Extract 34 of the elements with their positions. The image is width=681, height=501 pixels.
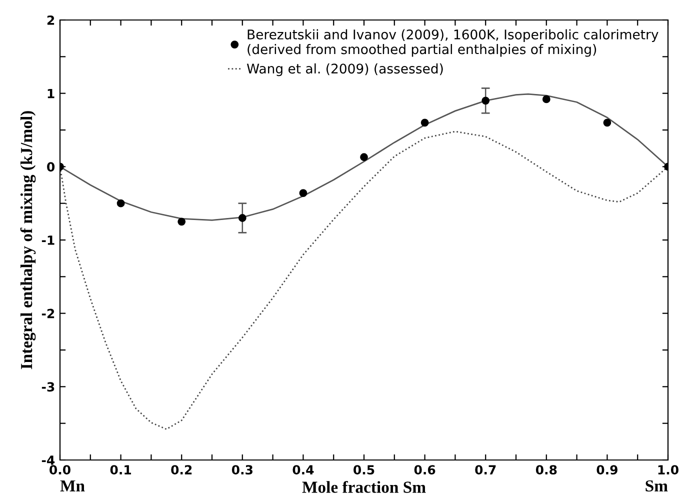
x-tick-label: 0.1 [110, 465, 132, 475]
x-tick-label: 0.6 [414, 465, 436, 475]
point [482, 96, 490, 105]
text: Sm [646, 480, 668, 492]
y-axis-title: Integral enthalpy of mixing (kJ/mol) [20, 111, 36, 370]
text: Mn [60, 480, 85, 492]
point [116, 199, 125, 208]
x-tick-label: 0.2 [171, 465, 192, 475]
y-tick-label: 2 [47, 15, 54, 25]
x-tick-label: 0.0 [50, 465, 70, 475]
y-tick-label: 0 [47, 162, 55, 172]
x-tick-label: 0.4 [292, 465, 314, 475]
point [238, 214, 246, 222]
x-axis-title: Mole fraction Sm [302, 480, 426, 493]
point [178, 218, 186, 226]
y-tick-label: -3 [42, 382, 54, 392]
legend-label: Berezutskii and Ivanov (2009), 1600K, Isoperibolic calorimetry (derived from smoothed partial enthalpies of mixing) [248, 29, 658, 57]
x-tick-label: 0.9 [596, 465, 618, 475]
point [360, 153, 368, 162]
legend-label: Wang et al. (2009) (assessed) [246, 63, 443, 76]
x-tick-label: 0.3 [232, 465, 252, 475]
x-tick-label: 0.7 [475, 465, 496, 475]
y-tick-label: -1 [42, 236, 54, 245]
point [542, 95, 550, 104]
line-series [60, 130, 668, 430]
point [603, 118, 612, 127]
x-tick-label: 0.5 [354, 465, 374, 475]
y-tick-label: -4 [42, 456, 55, 465]
x-tick-label: 0.8 [536, 465, 557, 475]
y-tick-label: -2 [42, 308, 54, 318]
point [299, 189, 308, 198]
point [420, 118, 429, 127]
x-tick-label: 1.0 [658, 465, 678, 475]
y-tick-label: 1 [48, 88, 54, 98]
